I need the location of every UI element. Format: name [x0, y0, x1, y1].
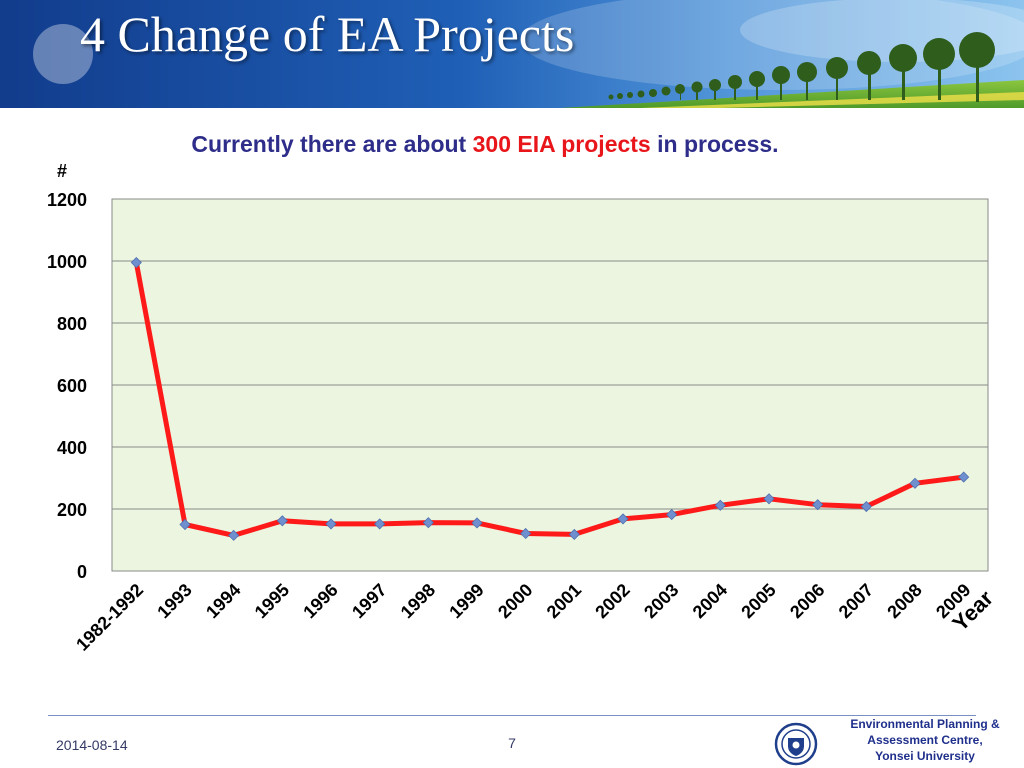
data-point-marker: [374, 518, 386, 530]
x-tick-label: 1996: [299, 580, 341, 622]
subtitle-prefix: Currently there are about: [191, 131, 473, 157]
y-axis-label: #: [57, 161, 67, 181]
subtitle-suffix: in process.: [650, 131, 779, 157]
footer-date: 2014-08-14: [56, 737, 128, 753]
x-tick-label: 1993: [153, 580, 195, 622]
y-tick-label: 1000: [47, 252, 87, 272]
x-tick-label: 2003: [640, 580, 682, 622]
slide-subtitle: Currently there are about 300 EIA projec…: [0, 128, 970, 160]
data-point-marker: [714, 499, 726, 511]
series-line: [133, 262, 965, 538]
data-point-marker: [471, 517, 483, 529]
y-tick-label: 600: [57, 376, 87, 396]
x-tick-label: 2002: [591, 580, 633, 622]
data-point-marker: [812, 499, 824, 511]
org-line-1: Environmental Planning &: [850, 717, 1000, 731]
x-tick-label: 2000: [494, 580, 536, 622]
data-point-marker: [617, 513, 629, 525]
data-point-marker: [909, 477, 921, 489]
y-axis-ticks: 0 200 400 600 800 1000 1200: [47, 190, 87, 582]
x-tick-label: 2007: [835, 580, 877, 622]
organization-name: Environmental Planning & Assessment Cent…: [830, 716, 1020, 764]
x-tick-label: 1982-1992: [72, 580, 147, 655]
x-tick-label: 2006: [786, 580, 828, 622]
x-tick-label: 1997: [348, 580, 390, 622]
data-point-marker: [958, 471, 970, 483]
data-point-marker: [666, 509, 678, 521]
x-tick-label: 1999: [445, 580, 487, 622]
data-point-marker: [228, 529, 240, 541]
x-tick-label: 2008: [883, 580, 925, 622]
x-tick-label: 2001: [543, 580, 585, 622]
data-point-marker: [130, 256, 142, 269]
subtitle-highlight: 300 EIA projects: [472, 131, 651, 157]
tree-row-icon: [608, 32, 995, 102]
banner-background: [0, 0, 1024, 108]
data-point-marker: [325, 518, 337, 530]
y-tick-label: 1200: [47, 190, 87, 210]
y-tick-label: 200: [57, 500, 87, 520]
slide-title: 4 Change of EA Projects: [80, 6, 575, 62]
y-tick-label: 400: [57, 438, 87, 458]
x-tick-label: 2005: [737, 580, 779, 622]
decorative-circle-icon: [33, 24, 93, 84]
series-markers: [130, 256, 970, 541]
data-point-marker: [520, 527, 532, 540]
page-number: 7: [508, 735, 516, 751]
title-banner: 4 Change of EA Projects: [0, 0, 1024, 108]
data-point-marker: [422, 517, 434, 529]
org-line-2: Assessment Centre,: [867, 733, 983, 747]
org-line-3: Yonsei University: [875, 749, 975, 763]
x-tick-label: 1998: [397, 580, 439, 622]
university-seal-icon: [774, 722, 818, 766]
y-tick-label: 800: [57, 314, 87, 334]
data-point-marker: [860, 500, 872, 513]
data-point-marker: [568, 528, 580, 540]
x-tick-label: 2004: [689, 580, 731, 622]
footer-divider: [48, 715, 976, 716]
x-axis-ticks: 1982-1992 1993 1994 1995 1996 1997 1998 1999 200…: [72, 580, 974, 655]
y-tick-label: 0: [77, 562, 87, 582]
data-point-marker: [179, 518, 191, 531]
x-tick-label: 1995: [251, 580, 293, 622]
data-point-marker: [763, 493, 775, 505]
data-point-marker: [276, 515, 288, 527]
x-tick-label: 1994: [202, 580, 244, 622]
gridlines: [112, 198, 988, 572]
